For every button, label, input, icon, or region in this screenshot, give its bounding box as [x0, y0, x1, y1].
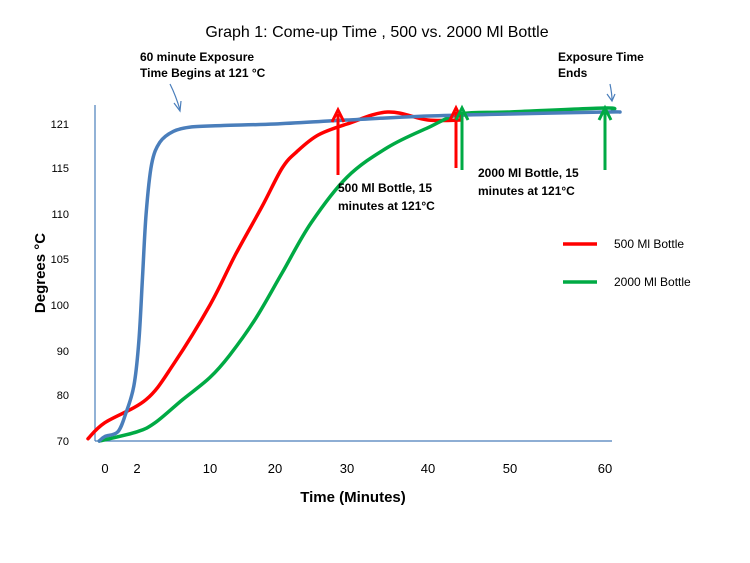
- red-arrow-end-head: [448, 104, 464, 121]
- annotation-exposure-ends-line1: Exposure Time: [558, 50, 644, 64]
- annotation-exposure-begins-line2: Time Begins at 121 °C: [140, 66, 266, 80]
- x-tick-label: 60: [598, 461, 612, 476]
- legend-label-2000ml: 2000 Ml Bottle: [614, 275, 691, 289]
- x-tick-label: 0: [101, 461, 108, 476]
- x-tick-label: 40: [421, 461, 435, 476]
- legend: 500 Ml Bottle 2000 Ml Bottle: [563, 237, 691, 289]
- y-tick-label: 110: [51, 209, 69, 221]
- blue-arrow-exposure-ends: [606, 83, 616, 103]
- x-tick-label: 2: [133, 461, 140, 476]
- x-axis-label: Time (Minutes): [300, 489, 406, 506]
- annotation-500ml-line1: 500 Ml Bottle, 15: [338, 181, 432, 195]
- green-arrow-start-head: [454, 104, 470, 121]
- y-tick-label: 70: [57, 436, 69, 448]
- x-tick-label: 10: [203, 461, 217, 476]
- x-tick-label: 30: [340, 461, 354, 476]
- annotation-arrows: [169, 83, 616, 175]
- series-line-blue: [97, 110, 622, 443]
- y-axis-label: Degrees °C: [32, 233, 49, 313]
- legend-label-500ml: 500 Ml Bottle: [614, 237, 684, 251]
- annotation-500ml-line2: minutes at 121°C: [338, 199, 435, 213]
- x-tick-label: 50: [503, 461, 517, 476]
- y-tick-label: 105: [51, 254, 69, 266]
- series-line-500ml: [86, 110, 463, 441]
- y-tick-label: 80: [57, 390, 69, 402]
- series-line-2000ml: [97, 106, 617, 443]
- y-tick-label: 121: [51, 119, 69, 131]
- chart-title: Graph 1: Come-up Time , 500 vs. 2000 Ml …: [205, 24, 548, 41]
- y-tick-label: 100: [51, 300, 69, 312]
- series-layer: [86, 106, 622, 443]
- annotation-2000ml-line1: 2000 Ml Bottle, 15: [478, 166, 579, 180]
- blue-arrow-exposure-begins: [169, 83, 182, 113]
- red-arrow-start-head: [330, 106, 346, 123]
- x-tick-labels: 0 2 10 20 30 40 50 60: [101, 461, 612, 476]
- y-tick-label: 115: [51, 163, 69, 175]
- x-tick-label: 20: [268, 461, 282, 476]
- annotation-exposure-begins-line1: 60 minute Exposure: [140, 50, 254, 64]
- annotation-exposure-ends-line2: Ends: [558, 66, 588, 80]
- green-arrow-end-head: [597, 104, 613, 121]
- annotation-2000ml-line2: minutes at 121°C: [478, 184, 575, 198]
- y-tick-label: 90: [57, 346, 69, 358]
- y-tick-labels: 70 80 90 100 105 110 115 121: [51, 119, 69, 448]
